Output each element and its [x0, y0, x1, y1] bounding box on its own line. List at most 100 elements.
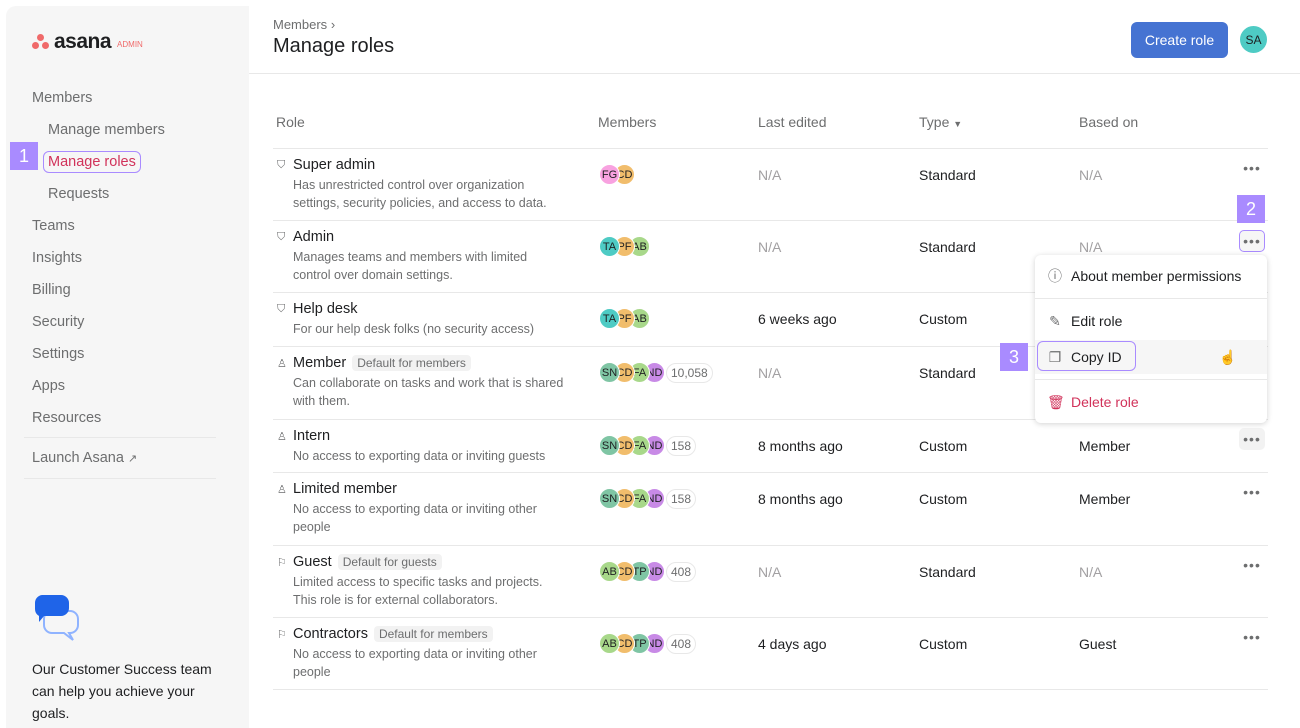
role-description: No access to exporting data or inviting …: [293, 449, 546, 463]
based-on: N/A: [1079, 239, 1103, 255]
hand-cursor-icon: ☝: [1219, 348, 1237, 365]
more-actions-button[interactable]: •••: [1239, 157, 1265, 179]
person-icon: ♙: [277, 358, 287, 370]
column-header-type[interactable]: Type ▼: [919, 114, 962, 130]
role-description: Limited access to specific tasks and pro…: [293, 575, 543, 607]
role-type: Standard: [919, 239, 976, 255]
copy-id-highlight: [1037, 341, 1136, 371]
member-avatars[interactable]: FG CD: [599, 164, 635, 185]
member-avatar: AB: [599, 633, 620, 654]
divider: [273, 292, 1268, 293]
asana-logo[interactable]: asana ADMIN: [32, 30, 143, 54]
role-name-text: Intern: [293, 428, 331, 444]
member-avatar: FA: [629, 435, 650, 456]
sidebar-item-manage-members[interactable]: Manage members: [48, 122, 165, 138]
menu-item-label: Copy ID: [1071, 349, 1122, 365]
breadcrumb[interactable]: Members ›: [273, 17, 335, 32]
sidebar-item-apps[interactable]: Apps: [32, 378, 66, 394]
role-type: Custom: [919, 636, 968, 652]
based-on: N/A: [1079, 564, 1103, 580]
member-avatars[interactable]: SN CD FA ND 10,058: [599, 362, 713, 383]
column-header-last-edited: Last edited: [758, 114, 827, 130]
role-name-text: Admin: [293, 229, 335, 245]
role-description: No access to exporting data or inviting …: [293, 647, 537, 679]
role-type: Custom: [919, 491, 968, 507]
default-tag: Default for members: [352, 355, 471, 371]
member-avatars[interactable]: TA PF AB: [599, 308, 650, 329]
customer-success-text: Our Customer Success team can help you a…: [32, 661, 212, 721]
sort-caret-icon: ▼: [953, 119, 963, 129]
last-edited: 4 days ago: [758, 636, 827, 652]
sidebar-item-insights[interactable]: Insights: [32, 250, 82, 266]
role-name[interactable]: Member Default for members: [293, 355, 471, 371]
more-actions-button[interactable]: •••: [1239, 626, 1265, 648]
sidebar-item-manage-roles[interactable]: Manage roles: [43, 151, 141, 173]
menu-item-copy-id[interactable]: ❐ Copy ID ☝: [1035, 340, 1267, 374]
last-edited: 8 months ago: [758, 438, 843, 454]
role-type: Standard: [919, 564, 976, 580]
based-on: N/A: [1079, 167, 1103, 183]
menu-item-label: Delete role: [1071, 394, 1139, 410]
role-name[interactable]: Help desk: [293, 301, 357, 317]
menu-item-edit-role[interactable]: ✎ Edit role: [1035, 304, 1267, 338]
member-avatars[interactable]: SN CD FA ND 158: [599, 435, 697, 456]
sidebar: asana ADMIN Members Manage members Manage …: [6, 6, 249, 728]
member-avatar: SN: [599, 362, 620, 383]
member-avatar: ND: [644, 561, 665, 582]
menu-item-about-permissions[interactable]: ⓘ About member permissions: [1035, 259, 1267, 293]
sidebar-item-members[interactable]: Members: [32, 90, 93, 106]
sidebar-item-settings[interactable]: Settings: [32, 346, 85, 362]
menu-item-delete-role[interactable]: 🗑 Delete role: [1035, 385, 1267, 419]
role-name-text: Super admin: [293, 157, 376, 173]
role-name[interactable]: Super admin: [293, 157, 375, 173]
copy-icon: ❐: [1048, 348, 1062, 365]
member-avatar: CD: [614, 362, 635, 383]
external-link-icon: ↗: [127, 453, 138, 465]
sidebar-item-resources[interactable]: Resources: [32, 410, 102, 426]
role-name[interactable]: Limited member: [293, 481, 397, 497]
pencil-icon: ✎: [1049, 312, 1061, 329]
role-description: For our help desk folks (no security acc…: [293, 322, 535, 336]
member-avatars[interactable]: SN CD FA ND 158: [599, 488, 697, 509]
based-on: Guest: [1079, 636, 1117, 652]
ellipsis-icon: •••: [1243, 629, 1261, 645]
divider: [1035, 298, 1267, 299]
more-actions-button[interactable]: •••: [1239, 554, 1265, 576]
shield-icon: ⛉: [277, 231, 286, 243]
role-name[interactable]: Admin: [293, 229, 334, 245]
role-type: Standard: [919, 167, 976, 183]
guest-icon: ⚐: [277, 557, 287, 569]
member-avatar: AB: [599, 561, 620, 582]
ellipsis-icon: •••: [1243, 557, 1261, 573]
create-role-button[interactable]: Create role: [1131, 22, 1228, 58]
member-avatar: AB: [629, 236, 650, 257]
more-actions-button[interactable]: •••: [1239, 428, 1265, 450]
member-avatar: ND: [644, 633, 665, 654]
default-tag: Default for guests: [337, 554, 442, 570]
member-avatar: TA: [599, 236, 620, 257]
more-actions-button[interactable]: •••: [1239, 481, 1265, 503]
page-title: Manage roles: [273, 35, 395, 57]
breadcrumb-members[interactable]: Members: [273, 17, 328, 32]
user-avatar[interactable]: SA: [1239, 25, 1268, 54]
divider: [24, 478, 216, 479]
role-name[interactable]: Contractors Default for members: [293, 626, 493, 642]
member-avatars[interactable]: AB CD TP ND 408: [599, 633, 697, 654]
ellipsis-icon: •••: [1243, 160, 1261, 176]
role-name[interactable]: Guest Default for guests: [293, 554, 442, 570]
launch-asana-link[interactable]: Launch Asana ↗: [32, 450, 137, 466]
sidebar-item-teams[interactable]: Teams: [32, 218, 75, 234]
annotation-badge-3: 3: [1000, 343, 1028, 371]
divider: [273, 419, 1268, 420]
role-name[interactable]: Intern: [293, 428, 330, 444]
ellipsis-icon: •••: [1243, 233, 1261, 249]
sidebar-item-security[interactable]: Security: [32, 314, 85, 330]
role-name-text: Guest: [293, 554, 332, 570]
more-actions-button[interactable]: •••: [1239, 230, 1265, 252]
member-avatars[interactable]: TA PF AB: [599, 236, 650, 257]
sidebar-item-requests[interactable]: Requests: [48, 186, 110, 202]
member-avatars[interactable]: AB CD TP ND 408: [599, 561, 697, 582]
sidebar-item-billing[interactable]: Billing: [32, 282, 71, 298]
role-actions-menu: ⓘ About member permissions ✎ Edit role ❐ Co…: [1035, 255, 1267, 423]
member-avatar: SN: [599, 488, 620, 509]
